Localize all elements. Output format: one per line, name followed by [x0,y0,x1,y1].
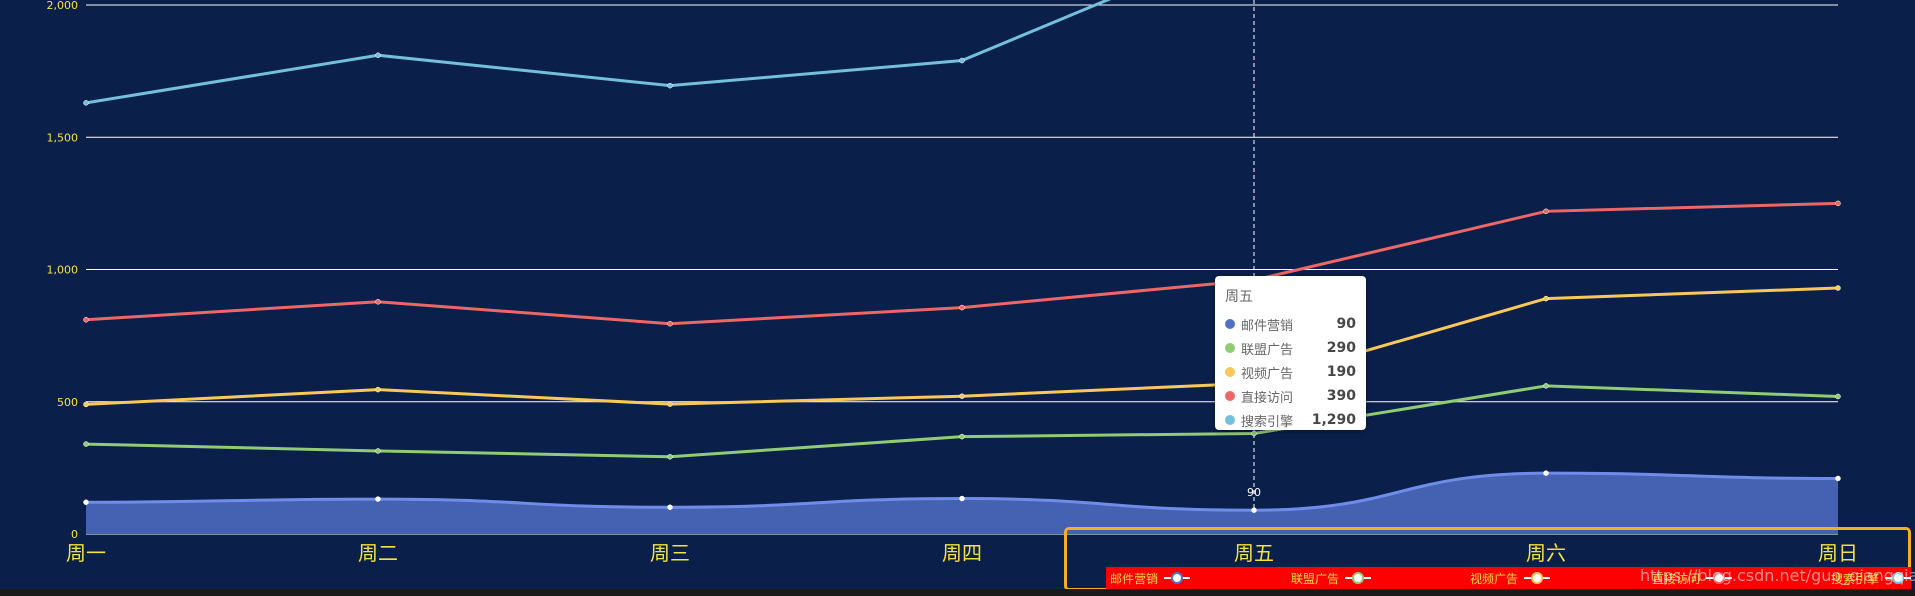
tooltip-title: 周五 [1225,289,1253,305]
tooltip-series-value: 190 [1326,364,1356,380]
data-point [667,82,673,89]
data-point [959,304,965,311]
data-point [83,401,89,408]
bottom-strip [0,589,1915,596]
tooltip-series-name: 邮件营销 [1241,318,1294,334]
y-tick-label: 1,500 [47,131,79,144]
tooltip-series-value: 90 [1336,316,1356,332]
data-point [83,100,89,106]
x-tick-label: 周四 [942,541,982,565]
data-point [667,320,673,327]
tooltip-series-name: 搜索引擎 [1241,414,1294,430]
data-point [959,495,965,502]
tooltip-series-name: 直接访问 [1241,390,1294,406]
tooltip-row: 邮件营销 90 [1225,312,1356,336]
data-point [375,496,381,502]
legend-item-email[interactable]: 邮件营销 [1110,567,1191,589]
watermark: https://blog.csdn.net/guo_qiangqiang [1640,566,1915,585]
tooltip-series-value: 290 [1326,340,1356,356]
legend-item-video-ad[interactable]: 视频广告 [1470,567,1551,589]
x-tick-label: 周一 [66,541,106,565]
data-point [1835,475,1841,482]
data-point [959,433,965,440]
series-line [85,0,1112,105]
legend-line-icon [1885,571,1912,585]
data-point [83,499,89,506]
legend-item-union-ad[interactable]: 联盟广告 [1291,567,1372,589]
data-point [375,448,381,454]
data-point [667,504,673,511]
legend-item-direct[interactable]: 直接访问 [1652,567,1733,589]
x-tick-label: 周六 [1526,541,1566,565]
x-tick-label: 周日 [1818,541,1858,565]
data-point [1543,295,1549,302]
y-tick-label: 0 [71,528,78,541]
x-tick-label: 周二 [358,541,398,565]
series-area [86,473,1838,534]
data-point [375,52,381,59]
tooltip-row: 联盟广告 290 [1225,336,1356,360]
data-point [1835,200,1841,207]
series-color-dot [1225,343,1235,353]
x-tick-label: 周三 [650,541,690,565]
data-point [83,317,89,323]
tooltip-series-value: 390 [1326,388,1356,404]
tooltip-row: 视频广告 190 [1225,360,1356,384]
data-point [667,401,673,407]
legend-line-icon [1345,571,1372,585]
data-point [1543,383,1549,389]
chart-legend: 邮件营销 联盟广告 视频广告 直接访问 搜索引擎 [1106,567,1912,589]
data-point [1835,393,1841,400]
series-color-dot [1225,391,1235,401]
series-color-dot [1225,319,1235,329]
data-point [375,299,381,305]
data-point [667,454,673,460]
data-point [959,57,965,64]
plot-area [83,0,1841,534]
legend-item-search[interactable]: 搜索引擎 [1831,567,1912,589]
legend-label: 搜索引擎 [1831,571,1880,586]
tooltip-row: 搜索引擎 1,290 [1225,408,1356,432]
y-tick-label: 2,000 [47,0,79,12]
data-point [1251,430,1257,437]
y-tick-label: 500 [57,396,78,409]
legend-label: 联盟广告 [1291,571,1340,586]
data-point [959,393,965,399]
data-label: 90 [1247,486,1261,499]
legend-line-icon [1164,571,1191,585]
chart-tooltip: 周五 邮件营销 90 联盟广告 290 视频广告 190 直接访问 390 搜索… [1215,276,1366,430]
legend-label: 视频广告 [1470,571,1519,586]
series-color-dot [1225,415,1235,425]
legend-label: 直接访问 [1652,571,1701,586]
x-tick-label: 周五 [1234,541,1274,565]
legend-line-icon [1706,571,1733,585]
data-point [1543,470,1549,476]
data-point [1543,208,1549,215]
tooltip-series-name: 联盟广告 [1241,342,1294,358]
series-color-dot [1225,367,1235,377]
data-point [83,441,89,447]
tooltip-series-value: 1,290 [1311,412,1356,428]
data-point [1251,507,1257,513]
data-point [1835,285,1841,291]
y-tick-label: 1,000 [47,264,79,277]
tooltip-row: 直接访问 390 [1225,384,1356,408]
data-point [375,386,381,393]
legend-label: 邮件营销 [1110,571,1159,586]
legend-line-icon [1524,571,1551,585]
tooltip-series-name: 视频广告 [1241,366,1294,382]
